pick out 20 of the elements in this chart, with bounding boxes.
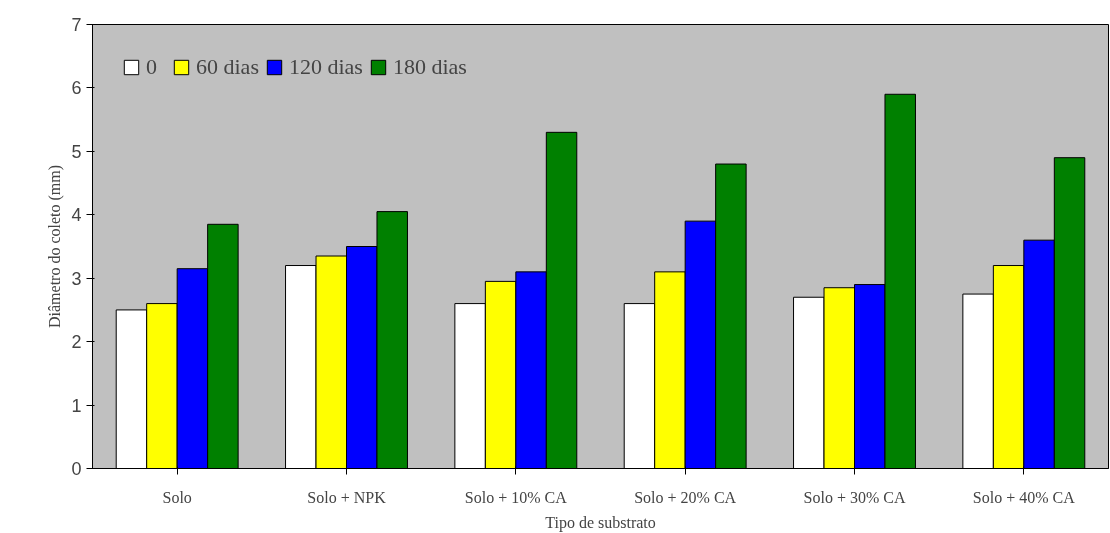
legend-label: 120 dias [288,54,363,80]
x-tick-label: Solo [162,488,192,506]
y-tick-label: 1 [71,395,82,416]
y-axis-title: Diâmetro do coleto (mm) [46,164,65,329]
x-tick-label: Solo + 10% CA [464,488,568,506]
x-tick-label: Solo + 20% CA [634,488,737,506]
legend-label: 60 dias [196,54,259,80]
legend-label: 180 dias [392,54,467,80]
y-tick-label: 3 [71,268,82,289]
y-tick-label: 7 [71,15,82,35]
x-axis-title: Tipo de substrato [545,513,656,532]
y-tick-label: 2 [71,332,82,353]
y-tick-label: 4 [71,205,82,226]
y-tick-label: 6 [71,78,82,99]
y-tick-label: 5 [71,141,82,162]
y-tick-label: 0 [71,459,82,479]
x-tick-label: Solo + NPK [307,488,387,506]
x-tick-label: Solo + 40% CA [972,488,1076,506]
x-tick-label: Solo + 30% CA [803,488,906,506]
legend-label: 0 [146,54,158,80]
